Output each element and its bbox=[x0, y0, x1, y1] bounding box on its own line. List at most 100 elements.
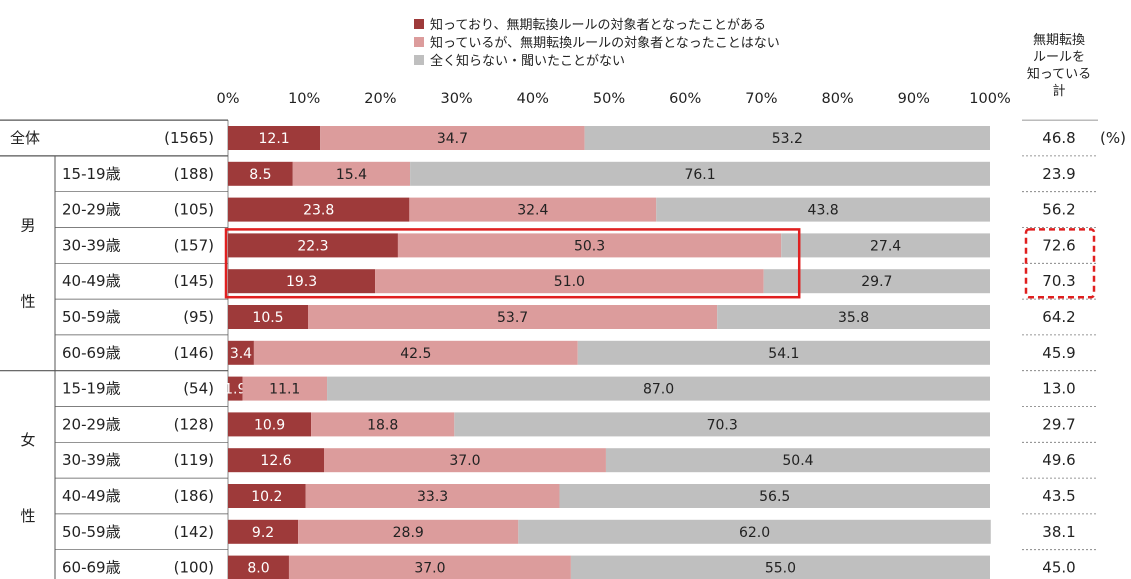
row-sample-size: (100) bbox=[174, 559, 214, 577]
bar-segment-label: 19.3 bbox=[286, 274, 317, 290]
bar-segment-2 bbox=[292, 161, 411, 186]
bar-segment-2 bbox=[288, 555, 571, 579]
row-total: 46.8 bbox=[1042, 129, 1075, 147]
chart-row: 30-39歳 (119) 12.6 37.0 50.4 49.6 bbox=[62, 448, 1076, 473]
bar-segment-2 bbox=[409, 197, 657, 222]
chart-row: 40-49歳 (186) 10.2 33.3 56.5 43.5 bbox=[62, 484, 1076, 508]
chart-row: 15-19歳 (54) 1.9 11.1 87.0 13.0 bbox=[62, 376, 1076, 401]
bar-segment-label: 37.0 bbox=[449, 453, 480, 469]
bar-segment-label: 42.5 bbox=[400, 346, 431, 362]
bar-segment-1 bbox=[228, 305, 309, 329]
bar-segment-label: 18.8 bbox=[367, 417, 398, 433]
row-label: 40-49歳 bbox=[62, 272, 121, 290]
bar-segment-label: 32.4 bbox=[517, 203, 548, 219]
bar-segment-2 bbox=[253, 340, 578, 365]
row-total: 45.0 bbox=[1042, 559, 1075, 577]
row-total: 72.6 bbox=[1042, 236, 1075, 254]
bar-segment-label: 10.2 bbox=[251, 489, 282, 505]
bar-segment-label: 76.1 bbox=[684, 167, 715, 183]
bar-segment-label: 50.3 bbox=[574, 238, 605, 254]
chart-row: 20-29歳 (128) 10.9 18.8 70.3 29.7 bbox=[62, 412, 1076, 437]
highlight-box-bars bbox=[224, 228, 801, 299]
row-sample-size: (95) bbox=[183, 308, 214, 326]
chart-row: 50-59歳 (142) 9.2 28.9 62.0 38.1 bbox=[62, 519, 1076, 544]
bar-segment-2 bbox=[397, 233, 782, 258]
bar-segment-label: 33.3 bbox=[417, 489, 448, 505]
row-label: 60-69歳 bbox=[62, 344, 121, 362]
group-label-char: 女 bbox=[20, 431, 35, 449]
bar-segment-label: 9.2 bbox=[252, 525, 274, 541]
bar-segment-1 bbox=[228, 233, 398, 258]
bar-segment-label: 3.4 bbox=[230, 346, 252, 362]
x-tick-label: 0% bbox=[216, 91, 239, 107]
bar-segment-2 bbox=[320, 126, 585, 150]
bar-segment-3 bbox=[717, 305, 990, 329]
row-sample-size: (157) bbox=[174, 236, 214, 254]
bar-segment-1 bbox=[228, 161, 293, 186]
bar-segment-label: 43.8 bbox=[808, 203, 839, 219]
row-sample-size: (128) bbox=[174, 415, 214, 433]
bar-segment-label: 10.9 bbox=[254, 417, 285, 433]
row-sample-size: (105) bbox=[174, 201, 214, 219]
row-sample-size: (142) bbox=[174, 523, 214, 541]
bar-segment-label: 53.7 bbox=[497, 310, 528, 326]
bar-segment-1 bbox=[228, 197, 410, 222]
bar-segment-2 bbox=[375, 269, 764, 294]
row-label: 60-69歳 bbox=[62, 559, 121, 577]
x-tick-label: 70% bbox=[745, 91, 777, 107]
row-label: 15-19歳 bbox=[62, 380, 121, 398]
legend: 知っており、無期転換ルールの対象者となったことがある知っているが、無期転換ルール… bbox=[414, 17, 780, 69]
row-label: 20-29歳 bbox=[62, 415, 121, 433]
highlight-box-totals bbox=[1024, 228, 1096, 299]
chart-rows: 全体 (1565) 12.1 34.7 53.2 46.8 (%) 15-19歳 (188) 8.… bbox=[10, 126, 1126, 579]
bar-segment-label: 35.8 bbox=[838, 310, 869, 326]
row-total: 29.7 bbox=[1042, 415, 1075, 433]
right-header-line: ルールを bbox=[1033, 50, 1085, 65]
bar-segment-label: 54.1 bbox=[768, 346, 799, 362]
bar-segment-label: 1.9 bbox=[224, 382, 246, 398]
bar-segment-1 bbox=[228, 519, 299, 544]
row-sample-size: (188) bbox=[174, 165, 214, 183]
bar-segment-3 bbox=[781, 233, 990, 258]
legend-label-3: 全く知らない・聞いたことがない bbox=[430, 53, 625, 69]
bar-segment-1 bbox=[228, 555, 289, 579]
bar-segment-3 bbox=[518, 519, 991, 544]
bar-segment-label: 23.8 bbox=[303, 203, 334, 219]
row-label: 全体 bbox=[10, 129, 40, 147]
bar-segment-2 bbox=[311, 412, 455, 437]
bar-segment-label: 50.4 bbox=[782, 453, 813, 469]
chart-row: 15-19歳 (188) 8.5 15.4 76.1 23.9 bbox=[62, 161, 1076, 186]
bar-segment-3 bbox=[763, 269, 990, 294]
legend-label-2: 知っているが、無期転換ルールの対象者となったことはない bbox=[430, 35, 780, 51]
bar-segment-label: 22.3 bbox=[297, 238, 328, 254]
bar-segment-3 bbox=[327, 376, 990, 401]
bar-segment-1 bbox=[228, 269, 376, 294]
bar-segment-label: 70.3 bbox=[707, 417, 738, 433]
row-label: 20-29歳 bbox=[62, 201, 121, 219]
bar-segment-2 bbox=[308, 305, 718, 329]
bar-segment-label: 12.1 bbox=[259, 131, 290, 147]
group-label-char: 性 bbox=[20, 507, 35, 525]
row-label: 50-59歳 bbox=[62, 523, 121, 541]
bar-segment-3 bbox=[570, 555, 990, 579]
legend-swatch-3 bbox=[414, 55, 424, 65]
x-tick-label: 20% bbox=[364, 91, 396, 107]
bar-segment-2 bbox=[298, 519, 519, 544]
bar-segment-label: 27.4 bbox=[870, 238, 901, 254]
legend-swatch-1 bbox=[414, 19, 424, 29]
bar-segment-label: 53.2 bbox=[772, 131, 803, 147]
legend-swatch-2 bbox=[414, 37, 424, 47]
row-label: 15-19歳 bbox=[62, 165, 121, 183]
row-total: 38.1 bbox=[1042, 523, 1075, 541]
bar-segment-3 bbox=[559, 484, 990, 508]
chart-row: 50-59歳 (95) 10.5 53.7 35.8 64.2 bbox=[62, 305, 1076, 329]
bar-segment-label: 87.0 bbox=[643, 382, 674, 398]
chart-row: 30-39歳 (157) 22.3 50.3 27.4 72.6 bbox=[62, 233, 1076, 258]
x-tick-label: 10% bbox=[288, 91, 320, 107]
x-tick-label: 40% bbox=[517, 91, 549, 107]
bar-segment-3 bbox=[605, 448, 990, 473]
row-label: 30-39歳 bbox=[62, 451, 121, 469]
bar-segment-2 bbox=[242, 376, 328, 401]
chart-row: 20-29歳 (105) 23.8 32.4 43.8 56.2 bbox=[62, 197, 1076, 222]
